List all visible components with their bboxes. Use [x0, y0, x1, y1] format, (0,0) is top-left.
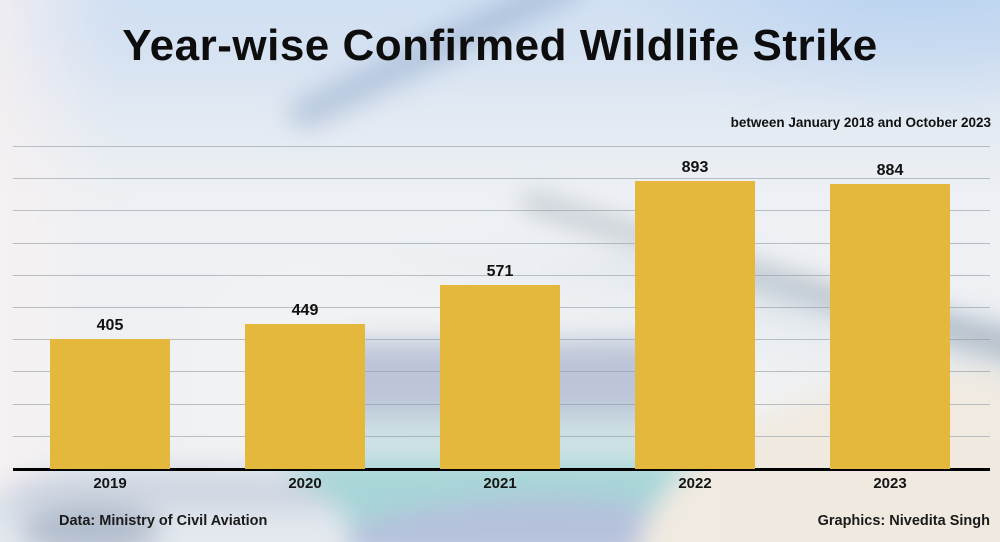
- x-tick-label: 2023: [873, 475, 907, 492]
- x-tick-label: 2021: [483, 475, 517, 492]
- bar-value-label: 884: [876, 162, 904, 180]
- x-axis-line: [13, 468, 990, 471]
- bar-value-label: 405: [96, 316, 124, 334]
- bar-2022: 893: [635, 159, 755, 469]
- bar-2021: 571: [440, 263, 560, 469]
- plot-area: 405 2019 449 2020 571 2021 893 2022 884 2023: [13, 146, 990, 492]
- gridline-600: [13, 274, 990, 276]
- bar-2023: 884: [830, 162, 950, 469]
- gridline-800: [13, 210, 990, 212]
- bar-2019: 405: [50, 317, 170, 469]
- bar-value-label: 571: [486, 263, 514, 281]
- x-tick-label: 2020: [288, 475, 322, 492]
- bar-value-label: 893: [681, 159, 709, 177]
- x-tick-label: 2019: [93, 475, 127, 492]
- bg-sky-right: [446, 0, 1000, 170]
- gridline-1000: [13, 146, 990, 147]
- bar-value-label: 449: [291, 302, 319, 320]
- chart-subtitle: between January 2018 and October 2023: [730, 115, 991, 130]
- graphics-credit: Graphics: Nivedita Singh: [817, 513, 990, 529]
- data-source-credit: Data: Ministry of Civil Aviation: [59, 513, 268, 529]
- bar-2020: 449: [245, 302, 365, 469]
- chart-title: Year-wise Confirmed Wildlife Strike: [122, 21, 878, 70]
- bg-snow-shadow: [20, 505, 160, 542]
- gridline-900: [13, 178, 990, 180]
- gridline-700: [13, 242, 990, 244]
- x-tick-label: 2022: [678, 475, 712, 492]
